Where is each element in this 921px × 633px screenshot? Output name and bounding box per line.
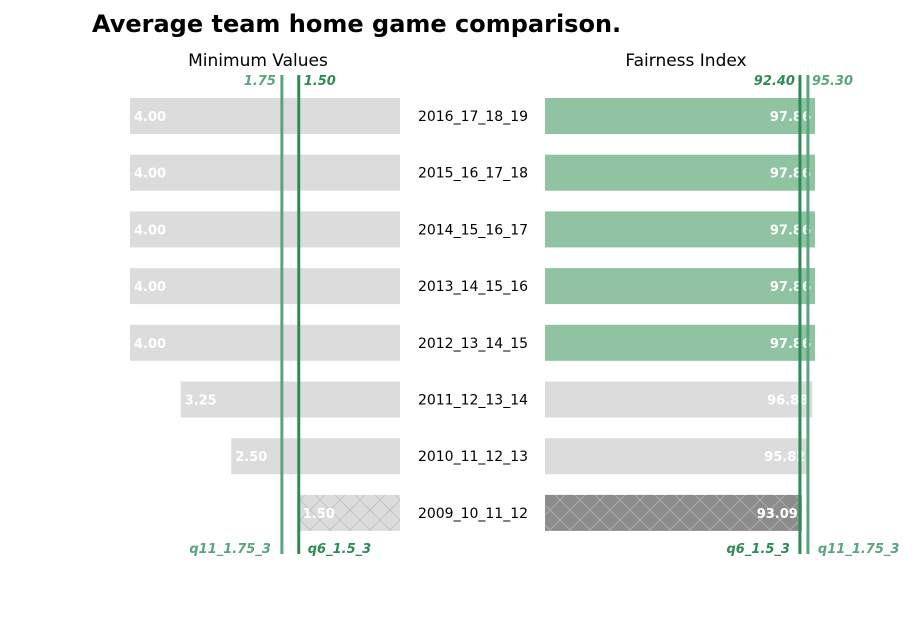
bar-right-2016_17_18_19 — [545, 98, 815, 134]
category-label: 2015_16_17_18 — [418, 166, 528, 182]
reference-name-label: q11_1.75_3 — [189, 542, 271, 557]
bar-left-2009_10_11_12 — [298, 494, 400, 531]
reference-name-label: q6_1.5_3 — [308, 542, 371, 557]
category-label: 2013_14_15_16 — [418, 279, 528, 295]
bar-right-2011_12_13_14 — [545, 381, 813, 418]
bar-label-left: 4.00 — [134, 110, 166, 125]
bar-label-right: 93.09 — [757, 507, 798, 522]
bar-left-2012_13_14_15 — [130, 324, 400, 361]
bar-label-left: 2.50 — [235, 450, 267, 465]
bar-label-right: 95.82 — [764, 450, 805, 465]
bar-label-right: 97.86 — [770, 167, 811, 182]
reference-value-label: 1.75 — [244, 74, 276, 89]
bar-label-right: 97.86 — [770, 110, 811, 125]
chart-marks: 2016_17_18_19 4.00 97.86 2015_16_17_18 4.00 9… — [130, 74, 899, 557]
category-label: 2014_15_16_17 — [418, 222, 528, 238]
bar-label-right: 97.86 — [770, 223, 811, 238]
reference-name-label: q11_1.75_3 — [818, 542, 900, 557]
bar-label-right: 97.86 — [770, 337, 811, 352]
bar-label-left: 4.00 — [134, 280, 166, 295]
bar-right-2014_15_16_17 — [545, 211, 815, 248]
bar-left-2016_17_18_19 — [130, 98, 400, 134]
reference-value-label: 95.30 — [812, 74, 853, 89]
bar-label-right: 97.86 — [770, 280, 811, 295]
left-panel-title: Minimum Values — [188, 51, 328, 71]
bar-right-2013_14_15_16 — [545, 268, 815, 305]
reference-value-label: 92.40 — [754, 74, 795, 89]
bar-label-left: 3.25 — [185, 394, 217, 409]
reference-name-label: q6_1.5_3 — [726, 542, 789, 557]
chart-title: Average team home game comparison. — [92, 10, 621, 38]
right-panel-title: Fairness Index — [625, 51, 746, 71]
bar-left-2011_12_13_14 — [180, 381, 400, 418]
bar-right-2010_11_12_13 — [545, 438, 810, 475]
bar-left-2015_16_17_18 — [130, 154, 400, 191]
bar-left-2014_15_16_17 — [130, 211, 400, 248]
bar-label-left: 1.50 — [303, 507, 335, 522]
category-label: 2012_13_14_15 — [418, 336, 528, 352]
bar-right-2009_10_11_12 — [545, 494, 802, 531]
bar-label-right: 96.88 — [767, 394, 808, 409]
reference-value-label: 1.50 — [304, 74, 336, 89]
bar-right-2015_16_17_18 — [545, 154, 815, 191]
bar-right-2012_13_14_15 — [545, 324, 815, 361]
bar-label-left: 4.00 — [134, 167, 166, 182]
bar-label-left: 4.00 — [134, 223, 166, 238]
bar-left-2013_14_15_16 — [130, 268, 400, 305]
category-label: 2010_11_12_13 — [418, 449, 528, 465]
category-label: 2009_10_11_12 — [418, 506, 528, 522]
bar-left-2010_11_12_13 — [231, 438, 400, 475]
category-label: 2016_17_18_19 — [418, 109, 528, 125]
bar-label-left: 4.00 — [134, 337, 166, 352]
category-label: 2011_12_13_14 — [418, 393, 528, 409]
